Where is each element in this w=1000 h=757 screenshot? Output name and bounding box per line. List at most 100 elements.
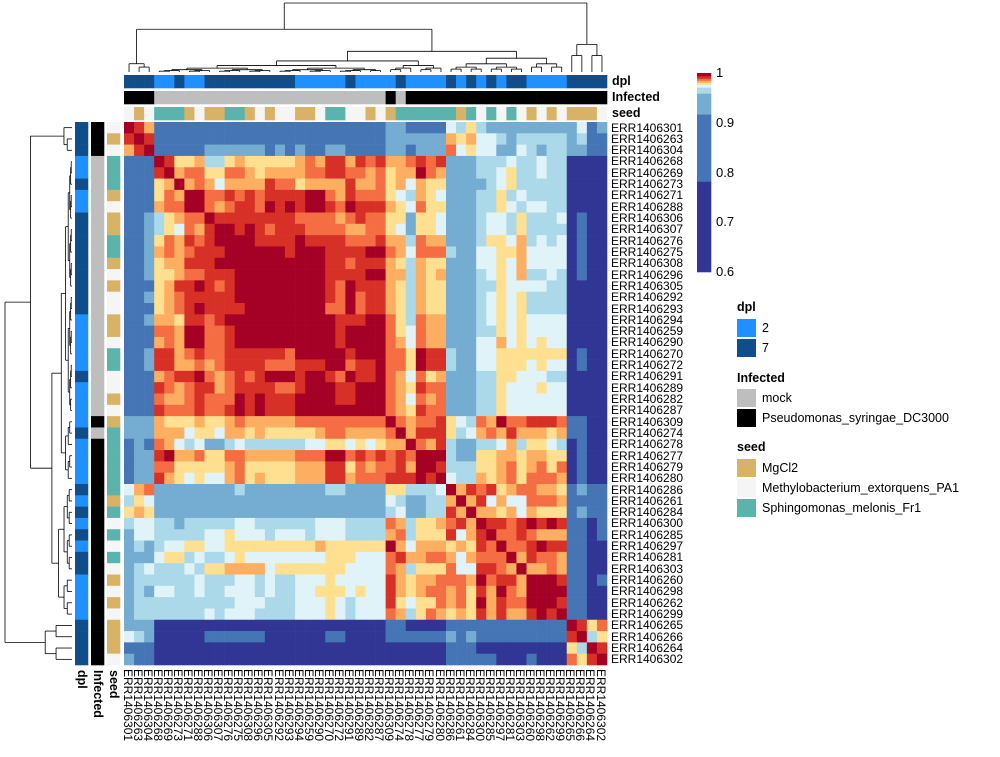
- heatmap-cell: [456, 382, 467, 394]
- heatmap-cell: [556, 246, 568, 259]
- heatmap-cell: [315, 619, 326, 632]
- heatmap-cell: [566, 563, 578, 575]
- heatmap-cell: [174, 257, 185, 270]
- heatmap-cell: [395, 223, 407, 236]
- heatmap-cell: [244, 574, 256, 587]
- heatmap-cell: [425, 382, 437, 394]
- heatmap-cell: [496, 314, 507, 326]
- heatmap-cell: [234, 144, 246, 157]
- row-annotation-cell-infected: [91, 597, 105, 609]
- heatmap-cell: [174, 314, 185, 326]
- heatmap-cell: [425, 404, 437, 417]
- heatmap-cell: [335, 314, 346, 326]
- heatmap-cell: [174, 506, 185, 519]
- heatmap-cell: [435, 201, 447, 213]
- heatmap-cell: [224, 189, 235, 202]
- heatmap-cell: [385, 382, 396, 394]
- heatmap-cell: [526, 212, 537, 225]
- heatmap-cell: [415, 235, 427, 247]
- heatmap-cell: [566, 246, 578, 259]
- heatmap-cell: [204, 563, 215, 575]
- row-annotation-cell-infected: [91, 235, 105, 247]
- heatmap-cell: [134, 585, 145, 598]
- row-annotation-cell-infected: [91, 653, 105, 666]
- heatmap-cell: [194, 484, 205, 496]
- heatmap-cell: [476, 574, 487, 587]
- heatmap-cell: [385, 178, 396, 191]
- heatmap-cell: [405, 291, 417, 304]
- heatmap-cell: [264, 563, 276, 575]
- heatmap-cell: [134, 631, 145, 643]
- heatmap-cell: [576, 303, 588, 315]
- column-annotation-cell-infected: [154, 91, 165, 105]
- row-annotation-cell-seed: [107, 133, 121, 145]
- column-annotation-cell-dpl: [385, 75, 396, 89]
- heatmap-cell: [516, 223, 527, 236]
- heatmap-cell: [335, 438, 346, 451]
- heatmap-cell: [596, 450, 608, 462]
- heatmap-cell: [355, 178, 366, 191]
- heatmap-cell: [285, 325, 296, 338]
- heatmap-cell: [345, 472, 356, 485]
- heatmap-cell: [576, 438, 588, 451]
- heatmap-cell: [345, 325, 356, 338]
- column-annotation-cell-dpl: [264, 75, 276, 89]
- heatmap-cell: [295, 404, 306, 417]
- heatmap-cell: [365, 393, 376, 406]
- heatmap-cell: [596, 269, 608, 281]
- heatmap-cell: [526, 325, 537, 338]
- row-annotation-cell-infected: [91, 382, 105, 394]
- heatmap-cell: [415, 144, 427, 157]
- row-annotation-cell-infected: [91, 404, 105, 417]
- heatmap-cell: [345, 642, 356, 654]
- heatmap-cell: [234, 303, 246, 315]
- heatmap-cell: [405, 472, 417, 485]
- heatmap-cell: [405, 167, 417, 179]
- column-annotation-cell-dpl: [355, 75, 366, 89]
- heatmap-cell: [556, 472, 568, 485]
- heatmap-cell: [435, 438, 447, 451]
- heatmap-cell: [415, 269, 427, 281]
- heatmap-cell: [546, 416, 557, 428]
- heatmap-cell: [315, 484, 326, 496]
- heatmap-cell: [486, 336, 497, 349]
- heatmap-cell: [496, 280, 507, 292]
- heatmap-cell: [516, 178, 527, 191]
- heatmap-cell: [305, 551, 316, 564]
- heatmap-cell: [134, 155, 145, 168]
- heatmap-cell: [305, 642, 316, 654]
- heatmap-cell: [395, 563, 407, 575]
- heatmap-cell: [214, 167, 225, 179]
- heatmap-cell: [385, 336, 396, 349]
- heatmap-cell: [244, 370, 256, 383]
- heatmap-cell: [596, 382, 608, 394]
- heatmap-cell: [355, 551, 366, 564]
- heatmap-cell: [596, 597, 608, 609]
- heatmap-cell: [325, 450, 336, 462]
- heatmap-cell: [546, 144, 557, 157]
- heatmap-cell: [395, 495, 407, 507]
- heatmap-cell: [506, 574, 517, 587]
- heatmap-cell: [385, 529, 396, 541]
- heatmap-cell: [466, 551, 477, 564]
- heatmap-cell: [355, 269, 366, 281]
- heatmap-cell: [164, 257, 175, 270]
- heatmap-cell: [144, 529, 155, 541]
- heatmap-cell: [435, 348, 447, 360]
- heatmap-cell: [174, 472, 185, 485]
- row-label: ERR1406278: [611, 437, 684, 452]
- heatmap-cell: [385, 325, 396, 338]
- heatmap-cell: [285, 235, 296, 247]
- column-annotation-cell-seed: [124, 107, 135, 121]
- heatmap-cell: [154, 155, 165, 168]
- heatmap-cell: [596, 517, 608, 530]
- heatmap-cell: [466, 506, 477, 519]
- heatmap-cell: [134, 144, 145, 157]
- heatmap-cell: [395, 303, 407, 315]
- heatmap-cell: [466, 133, 477, 145]
- heatmap-cell: [446, 551, 457, 564]
- row-annotation-cell-seed: [107, 642, 121, 654]
- heatmap-cell: [536, 642, 547, 654]
- heatmap-cell: [295, 133, 306, 145]
- heatmap-cell: [285, 427, 296, 440]
